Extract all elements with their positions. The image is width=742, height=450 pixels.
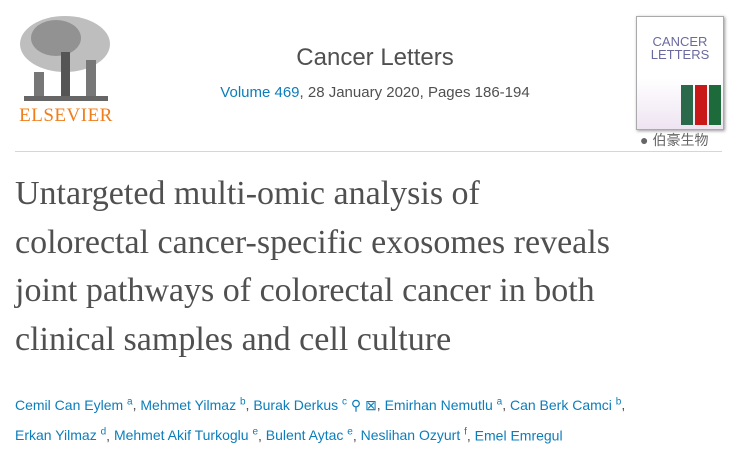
wechat-icon: ● — [640, 132, 649, 148]
author-link[interactable]: Emirhan Nemutlu a — [384, 396, 503, 413]
author-link[interactable]: Neslihan Ozyurt f — [360, 426, 467, 444]
issue-date-pages: , 28 January 2020, Pages 186-194 — [299, 84, 530, 101]
journal-cover-image[interactable]: CANCER LETTERS — [636, 16, 724, 130]
cover-image-panel — [709, 85, 721, 125]
article-title: Untargeted multi-omic analysis of colore… — [15, 175, 610, 358]
author-link[interactable]: Mehmet Yilmaz b — [140, 396, 246, 413]
email-icon[interactable]: ⊠ — [365, 396, 377, 413]
volume-link[interactable]: Volume 469 — [220, 84, 300, 101]
author-list: Cemil Can Eylem a, Mehmet Yilmaz b, Bura… — [15, 396, 626, 444]
author-link[interactable]: Burak Derkus c ⚲ ⊠ — [253, 396, 377, 413]
author-link[interactable]: Cemil Can Eylem a — [15, 396, 133, 413]
author-link[interactable]: Erkan Yilmaz d — [15, 426, 107, 444]
divider — [15, 151, 722, 152]
elsevier-wordmark: ELSEVIER — [19, 105, 113, 126]
cover-image-panel — [695, 85, 707, 125]
person-icon: ⚲ — [350, 396, 362, 413]
cover-image-panel — [681, 85, 693, 125]
cover-title: CANCER LETTERS — [650, 34, 710, 62]
author-link[interactable]: Can Berk Camci b — [509, 396, 622, 413]
author-link[interactable]: Emel Emregul — [474, 427, 563, 444]
author-link[interactable]: Mehmet Akif Turkoglu e — [113, 426, 259, 444]
elsevier-tree-icon — [20, 16, 110, 101]
volume-info: Volume 469, 28 January 2020, Pages 186-1… — [170, 84, 580, 101]
author-link[interactable]: Bulent Aytac e — [265, 426, 353, 444]
watermark: ● 伯豪生物 — [640, 132, 709, 148]
journal-title[interactable]: Cancer Letters — [296, 44, 454, 71]
elsevier-logo[interactable]: ELSEVIER — [14, 12, 118, 128]
